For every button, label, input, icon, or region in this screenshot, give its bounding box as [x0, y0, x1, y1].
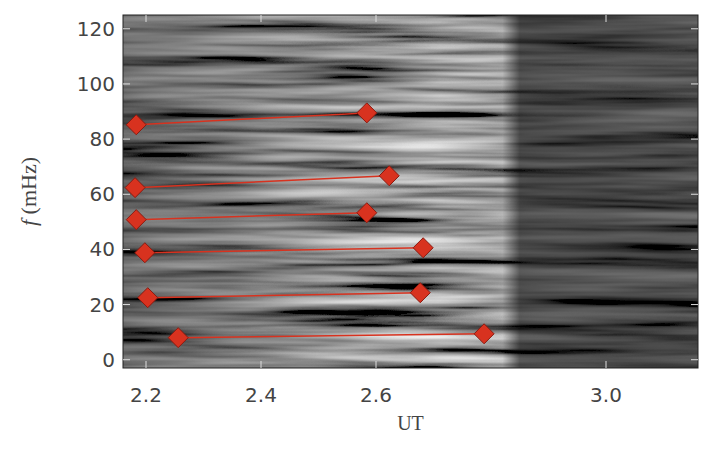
y-tick-label: 60 [90, 182, 115, 206]
line [148, 293, 421, 298]
marker [410, 283, 430, 303]
y-tick-label: 120 [77, 17, 115, 41]
marker [135, 243, 155, 263]
x-tick-top [376, 15, 377, 22]
plot-frame [123, 15, 698, 368]
noise [123, 15, 698, 368]
chart: 2.2 2.4 2.6 3.0 0 20 40 60 80 100 120 UT f (mHz) [0, 0, 722, 454]
y-tick [123, 139, 130, 140]
y-tick-right [691, 304, 698, 305]
marker [126, 115, 146, 135]
axes: 2.2 2.4 2.6 3.0 0 20 40 60 80 100 120 [77, 15, 698, 407]
y-tick-right [691, 359, 698, 360]
y-tick-right [691, 28, 698, 29]
y-tick-label: 40 [90, 237, 115, 261]
x-tick [261, 361, 262, 368]
line [136, 213, 367, 220]
y-tick [123, 28, 130, 29]
y-tick-right [691, 249, 698, 250]
shade [123, 15, 698, 368]
marker [168, 328, 188, 348]
marker [413, 238, 433, 258]
x-tick [606, 361, 607, 368]
x-tick-top [606, 15, 607, 22]
line [136, 113, 367, 125]
y-tick-label: 0 [102, 348, 115, 372]
x-tick-top [261, 15, 262, 22]
y-tick [123, 83, 130, 84]
spectrogram-background [123, 15, 698, 368]
x-tick-label: 2.4 [245, 383, 277, 407]
marker [474, 324, 494, 344]
x-tick [146, 361, 147, 368]
y-tick [123, 249, 130, 250]
y-axis-title: f (mHz) [16, 157, 41, 226]
marker [379, 166, 399, 186]
y-tick-label: 100 [77, 72, 115, 96]
x-tick-top [146, 15, 147, 22]
marker [126, 210, 146, 230]
y-tick-label: 80 [90, 127, 115, 151]
marker [138, 288, 158, 308]
x-tick-label: 2.6 [360, 383, 392, 407]
x-tick-label: 3.0 [590, 383, 622, 407]
y-tick-right [691, 139, 698, 140]
x-axis-title: UT [397, 412, 424, 434]
x-tick [376, 361, 377, 368]
y-tick [123, 359, 130, 360]
y-tick [123, 304, 130, 305]
data [125, 103, 494, 348]
line [135, 176, 389, 188]
y-tick-label: 20 [90, 293, 115, 317]
line [145, 248, 423, 253]
marker [125, 178, 145, 198]
y-tick-right [691, 194, 698, 195]
marker [357, 103, 377, 123]
line [178, 334, 484, 338]
marker [357, 203, 377, 223]
y-tick [123, 194, 130, 195]
x-tick-label: 2.2 [130, 383, 162, 407]
y-tick-right [691, 83, 698, 84]
